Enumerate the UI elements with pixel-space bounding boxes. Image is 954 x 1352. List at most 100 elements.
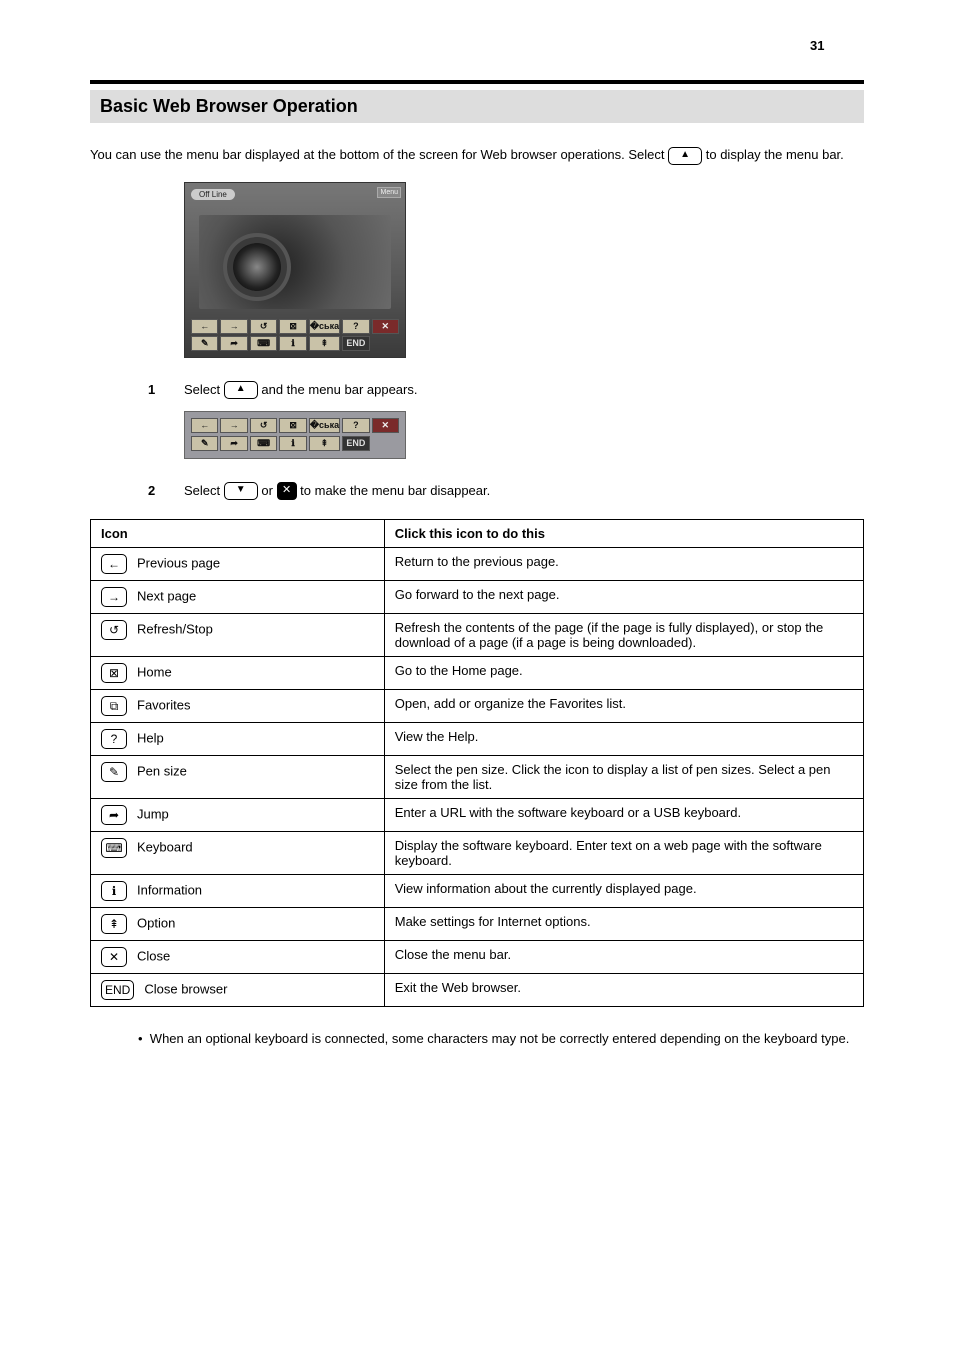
row-icon-label: Refresh/Stop	[137, 622, 213, 637]
step-2-post: to make the menu bar disappear.	[300, 483, 490, 498]
browser-screenshot: Off Line Menu ← → ↺ ⊠ �ська ? ✕ ✎ ➦ ⌨ ℹ …	[184, 182, 406, 358]
tb-info-icon: ℹ	[279, 336, 306, 351]
row-icon-label: Help	[137, 731, 164, 746]
tb-prev-icon: ←	[191, 418, 218, 433]
intro-text-post: to display the menu bar.	[706, 147, 844, 162]
table-row: → Next page Go forward to the next page.	[91, 581, 864, 614]
tb-fav-icon: �ська	[309, 418, 340, 433]
tb-close-icon: ✕	[372, 418, 399, 433]
icon-cell: ⧉ Favorites	[91, 690, 385, 723]
close-key-icon: ✕	[277, 482, 297, 500]
table-row: ✎Pen sizeSelect the pen size. Click the …	[91, 756, 864, 799]
footer-note: • When an optional keyboard is connected…	[90, 1029, 864, 1050]
tb-jump-icon: ➦	[220, 436, 247, 451]
row-icon-label: Keyboard	[137, 840, 193, 855]
row-icon: ✎	[101, 762, 127, 782]
table-row: ?HelpView the Help.	[91, 723, 864, 756]
up-key-icon: ▲	[668, 147, 702, 165]
screenshot-image-area	[199, 215, 391, 309]
row-icon: ⧉	[101, 696, 127, 716]
step-1-post: and the menu bar appears.	[261, 382, 417, 397]
down-key-icon: ▼	[224, 482, 258, 500]
tb-jump-icon: ➦	[220, 336, 247, 351]
step-2-pre: Select	[184, 483, 224, 498]
tb-close-icon: ✕	[372, 319, 399, 334]
row-icon-label: Option	[137, 916, 175, 931]
row-icon-label: Previous page	[137, 556, 220, 571]
icon-cell: ✎Pen size	[91, 756, 385, 799]
row-icon: ✕	[101, 947, 127, 967]
row-icon: ℹ	[101, 881, 127, 901]
icon-cell: ➦ Jump	[91, 799, 385, 832]
tb-option-icon: ⇞	[309, 336, 340, 351]
toolbar-screenshot: ← → ↺ ⊠ �ська ? ✕ ✎ ➦ ⌨ ℹ ⇞ END	[184, 411, 406, 459]
step-2-mid: or	[261, 483, 276, 498]
icon-cell: ⌨ Keyboard	[91, 832, 385, 875]
row-icon: ⊠	[101, 663, 127, 683]
divider	[90, 80, 864, 84]
row-icon-label: Jump	[137, 807, 169, 822]
step-1: 1 Select ▲ and the menu bar appears.	[90, 380, 864, 401]
tb-home-icon: ⊠	[279, 319, 306, 334]
status-label: Off Line	[191, 189, 235, 200]
up-key-icon: ▲	[224, 381, 258, 399]
desc-cell: Enter a URL with the software keyboard o…	[384, 799, 863, 832]
icon-cell: ✕ Close	[91, 941, 385, 974]
tb-refresh-icon: ↺	[250, 418, 277, 433]
tb-home-icon: ⊠	[279, 418, 306, 433]
row-icon-label: Favorites	[137, 698, 190, 713]
desc-cell: Open, add or organize the Favorites list…	[384, 690, 863, 723]
table-row: ➦ Jump Enter a URL with the software keybo…	[91, 799, 864, 832]
row-icon: END	[101, 980, 134, 1000]
tb-end-icon: END	[342, 336, 369, 351]
tb-info-icon: ℹ	[279, 436, 306, 451]
tb-keyboard-icon: ⌨	[250, 336, 277, 351]
table-row: ←Previous pageReturn to the previous pag…	[91, 548, 864, 581]
section-title: Basic Web Browser Operation	[90, 90, 864, 123]
icon-cell: ? Help	[91, 723, 385, 756]
table-row: ⇞OptionMake settings for Internet option…	[91, 908, 864, 941]
desc-cell: Display the software keyboard. Enter tex…	[384, 832, 863, 875]
tb-refresh-icon: ↺	[250, 319, 277, 334]
tb-option-icon: ⇞	[309, 436, 340, 451]
table-row: ℹInformationView information about the c…	[91, 875, 864, 908]
row-icon-label: Close browser	[144, 982, 227, 997]
tb-prev-icon: ←	[191, 319, 218, 334]
row-icon-label: Home	[137, 665, 172, 680]
tb-pen-icon: ✎	[191, 336, 218, 351]
tb-next-icon: →	[220, 319, 247, 334]
table-row: ⧉ Favorites Open, add or organize the Favo…	[91, 690, 864, 723]
row-icon-label: Close	[137, 949, 170, 964]
desc-cell: Go forward to the next page.	[384, 581, 863, 614]
step-1-number: 1	[90, 380, 184, 401]
row-icon: ➦	[101, 805, 127, 825]
desc-cell: Go to the Home page.	[384, 657, 863, 690]
row-icon-label: Next page	[137, 589, 196, 604]
icon-cell: ←Previous page	[91, 548, 385, 581]
tb-pen-icon: ✎	[191, 436, 218, 451]
icon-reference-table: Icon Click this icon to do this ←Previou…	[90, 519, 864, 1007]
row-icon: ?	[101, 729, 127, 749]
row-icon: →	[101, 587, 127, 607]
table-row: ↺ Refresh/Stop Refresh the contents of the…	[91, 614, 864, 657]
row-icon-label: Information	[137, 883, 202, 898]
row-icon: ⌨	[101, 838, 127, 858]
desc-cell: Make settings for Internet options.	[384, 908, 863, 941]
icon-cell: ↺ Refresh/Stop	[91, 614, 385, 657]
row-icon: ↺	[101, 620, 127, 640]
icon-cell: ℹ Information	[91, 875, 385, 908]
desc-cell: Close the menu bar.	[384, 941, 863, 974]
tb-help-icon: ?	[342, 319, 369, 334]
desc-cell: Exit the Web browser.	[384, 974, 863, 1007]
table-header-desc: Click this icon to do this	[384, 520, 863, 548]
tb-end-icon: END	[342, 436, 369, 451]
desc-cell: Return to the previous page.	[384, 548, 863, 581]
tb-fav-icon: �ська	[309, 319, 340, 334]
desc-cell: Refresh the contents of the page (if the…	[384, 614, 863, 657]
menu-tag: Menu	[377, 187, 401, 198]
icon-cell: END Close browser	[91, 974, 385, 1007]
table-row: END Close browser Exit the Web browser.	[91, 974, 864, 1007]
tb-next-icon: →	[220, 418, 247, 433]
bullet-icon: •	[138, 1031, 143, 1046]
desc-cell: Select the pen size. Click the icon to d…	[384, 756, 863, 799]
